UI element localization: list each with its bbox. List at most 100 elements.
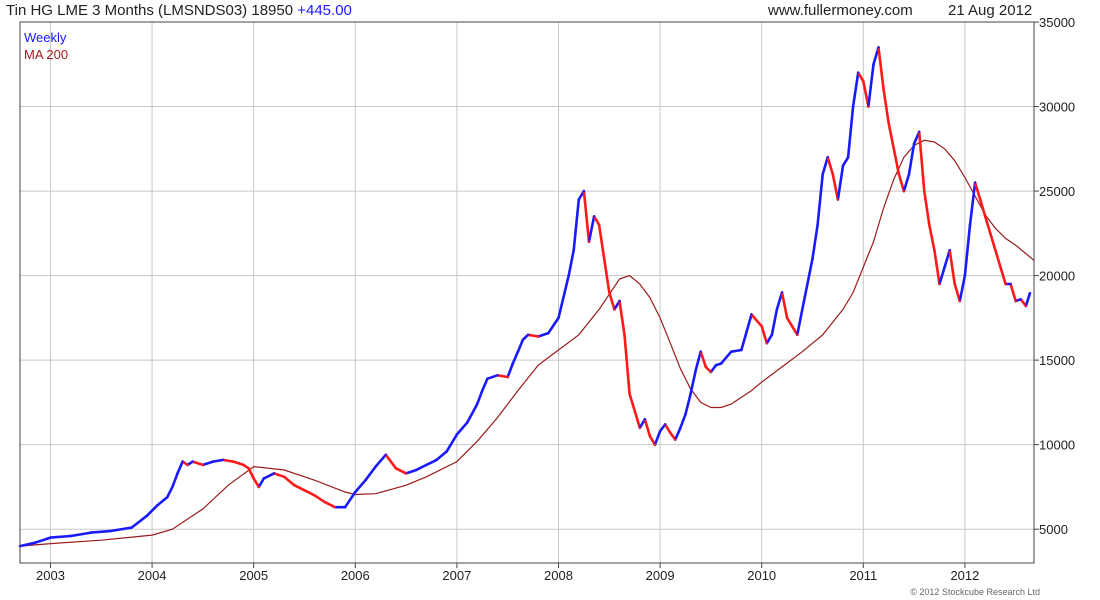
weekly-data-point xyxy=(638,426,641,429)
weekly-price-segment xyxy=(933,248,941,286)
weekly-price-segment xyxy=(785,316,794,328)
chart-header: Tin HG LME 3 Months (LMSNDS03) 18950 +44… xyxy=(0,0,1100,22)
weekly-data-point xyxy=(232,460,235,463)
weekly-data-point xyxy=(613,308,616,311)
weekly-data-point xyxy=(912,142,916,145)
weekly-price-segment xyxy=(750,313,764,328)
weekly-price-segment xyxy=(836,164,845,201)
weekly-price-segment xyxy=(252,477,261,489)
weekly-data-point xyxy=(455,433,459,436)
weekly-data-point xyxy=(968,223,972,227)
weekly-data-point xyxy=(89,531,93,534)
weekly-data-point xyxy=(979,198,982,201)
weekly-data-point xyxy=(145,514,149,517)
weekly-price-segment xyxy=(303,488,316,497)
x-tick-label: 2009 xyxy=(646,568,675,583)
x-tick-label: 2006 xyxy=(341,568,370,583)
x-tick-label: 2003 xyxy=(36,568,65,583)
weekly-price-segment xyxy=(856,71,865,83)
weekly-price-segment xyxy=(465,402,479,425)
weekly-data-point xyxy=(247,467,250,470)
weekly-data-point xyxy=(222,458,225,462)
weekly-price-segment xyxy=(902,172,911,193)
weekly-price-segment xyxy=(948,248,957,286)
weekly-data-point xyxy=(181,460,184,463)
weekly-price-segment xyxy=(292,483,306,492)
weekly-price-segment xyxy=(557,274,571,320)
y-tick-label: 35000 xyxy=(1039,15,1075,30)
y-axis-ticks: 5000 10000 15000 20000 25000 30000 35000 xyxy=(1034,15,1075,537)
weekly-price-segment xyxy=(221,458,235,463)
grid-lines xyxy=(20,21,1034,563)
weekly-price-segment xyxy=(445,433,459,453)
x-tick-label: 2010 xyxy=(747,568,776,583)
weekly-price-segment xyxy=(89,529,113,534)
weekly-price-segment xyxy=(166,485,174,499)
weekly-price-segment xyxy=(694,350,703,372)
weekly-price-segment xyxy=(130,514,149,529)
weekly-data-point xyxy=(506,375,509,379)
weekly-price-segment xyxy=(851,71,860,108)
weekly-price-segment xyxy=(486,373,499,381)
weekly-data-point xyxy=(572,249,575,252)
copyright-note: © 2012 Stockcube Research Ltd xyxy=(910,587,1040,597)
weekly-price-segment xyxy=(282,475,296,487)
weekly-data-point xyxy=(841,164,845,167)
legend-ma-200: MA 200 xyxy=(24,47,68,62)
weekly-data-point xyxy=(481,389,484,392)
weekly-price-segment xyxy=(800,257,814,311)
price-change: +445.00 xyxy=(297,2,352,19)
weekly-data-point xyxy=(836,198,840,201)
weekly-price-segment xyxy=(968,181,977,227)
weekly-data-point xyxy=(826,156,829,159)
weekly-price-segment xyxy=(663,423,672,435)
weekly-data-point xyxy=(603,257,606,260)
weekly-data-point xyxy=(592,215,596,218)
weekly-price-segment xyxy=(699,350,708,369)
weekly-price-segment xyxy=(770,308,779,337)
weekly-price-segment xyxy=(938,265,946,286)
weekly-price-segment xyxy=(811,223,819,261)
weekly-price-segment xyxy=(867,63,875,108)
weekly-price-segment xyxy=(313,494,327,504)
weekly-data-point xyxy=(643,418,647,421)
weekly-data-point xyxy=(857,71,860,74)
weekly-data-point xyxy=(694,369,697,372)
weekly-price-segment xyxy=(917,130,926,193)
weekly-data-point xyxy=(242,463,245,467)
plot-border xyxy=(19,21,1035,564)
weekly-data-point xyxy=(425,463,428,467)
weekly-price-segment xyxy=(907,142,916,176)
weekly-price-segment xyxy=(882,88,891,125)
weekly-price-segment xyxy=(963,223,972,277)
weekly-price-segment xyxy=(475,389,484,406)
website-link[interactable]: www.fullermoney.com xyxy=(768,2,913,19)
weekly-data-point xyxy=(923,189,926,193)
weekly-data-point xyxy=(384,453,387,456)
x-tick-label: 2008 xyxy=(544,568,573,583)
weekly-data-point xyxy=(811,257,814,260)
weekly-price-segment xyxy=(176,460,184,475)
weekly-price-segment xyxy=(602,257,611,294)
weekly-data-point xyxy=(887,122,890,125)
weekly-data-point xyxy=(415,468,418,472)
weekly-price-segment xyxy=(983,215,992,235)
weekly-price-segment xyxy=(587,215,596,244)
weekly-data-point xyxy=(953,282,956,286)
weekly-price-segment xyxy=(353,478,367,494)
weekly-price-segment xyxy=(389,460,398,470)
weekly-price-segment xyxy=(155,495,169,507)
weekly-data-point xyxy=(765,342,768,345)
x-tick-label: 2011 xyxy=(849,568,877,583)
weekly-price-segment xyxy=(597,223,606,261)
x-tick-label: 2007 xyxy=(442,568,471,583)
weekly-price-segment xyxy=(633,409,642,430)
weekly-data-point xyxy=(684,413,687,416)
weekly-data-point xyxy=(851,105,855,108)
weekly-price-segment xyxy=(780,291,789,320)
weekly-price-segment xyxy=(272,472,286,479)
weekly-price-segment xyxy=(653,429,662,447)
weekly-price-segment xyxy=(973,181,982,201)
weekly-data-point xyxy=(791,325,794,328)
weekly-price-segment xyxy=(323,500,337,509)
